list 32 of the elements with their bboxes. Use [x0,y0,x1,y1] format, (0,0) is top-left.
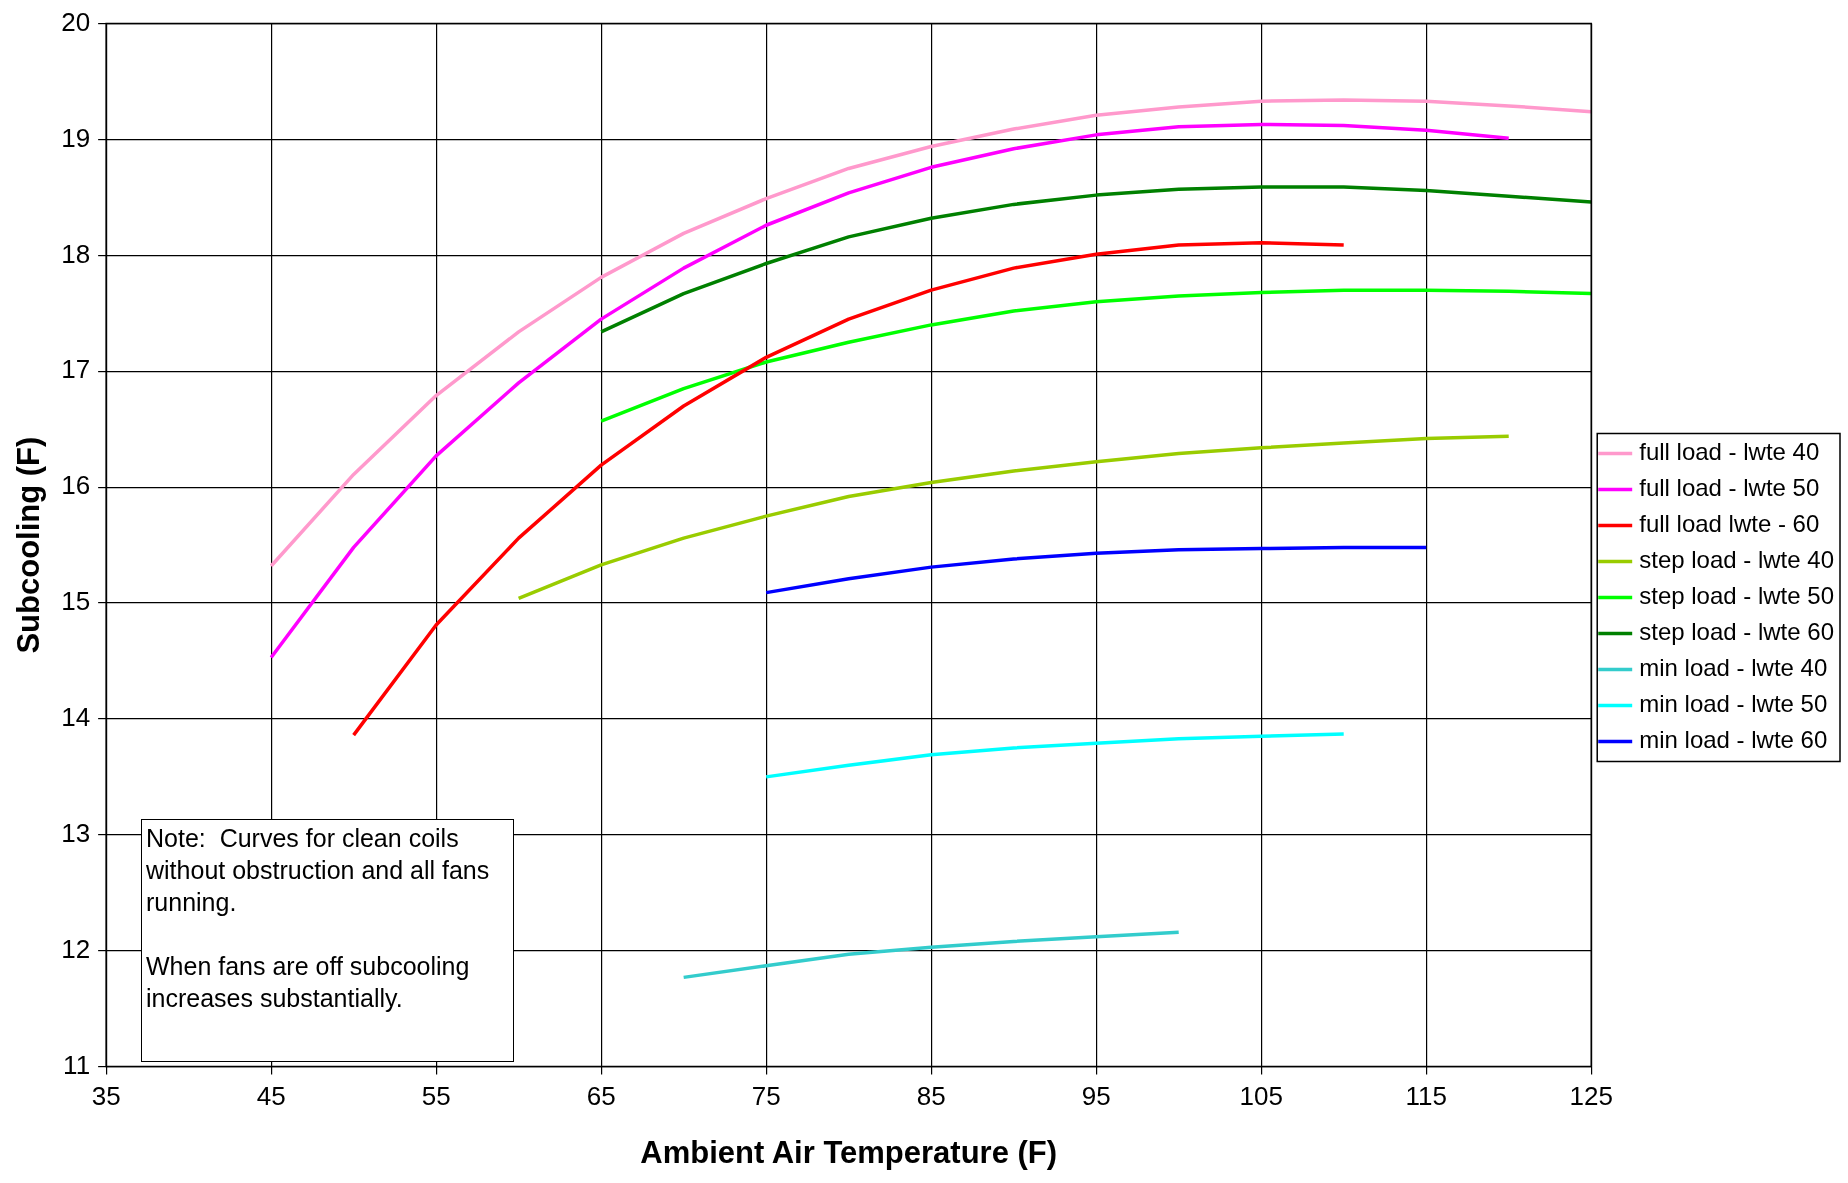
legend-label: step load - lwte 50 [1639,582,1834,610]
y-tick-label: 13 [61,817,91,848]
legend-label: step load - lwte 40 [1639,546,1834,574]
x-tick-label: 85 [916,1081,946,1112]
x-tick-label: 65 [586,1081,616,1112]
x-tick-label: 105 [1239,1081,1283,1112]
legend-label: full load lwte - 60 [1639,510,1820,538]
y-tick-label: 15 [61,586,91,617]
x-tick-label: 125 [1569,1081,1613,1112]
y-tick-label: 12 [61,933,91,964]
y-tick-label: 14 [61,702,91,733]
legend-label: step load - lwte 60 [1639,618,1834,646]
x-axis-title: Ambient Air Temperature (F) [640,1134,1058,1170]
legend-label: full load - lwte 40 [1639,438,1820,466]
y-tick-label: 17 [61,354,91,385]
legend-label: min load - lwte 60 [1639,726,1828,754]
text: Note: Curves for clean coils without obstruction and all fans running. When fans are off subcooling increases substantially. [146,824,490,1013]
x-tick-label: 45 [256,1081,286,1112]
y-tick-label: 20 [61,6,91,37]
y-tick-label: 11 [63,1049,91,1080]
x-tick-label: 115 [1405,1081,1447,1112]
x-tick-label: 35 [91,1081,121,1112]
x-tick-label: 75 [751,1081,781,1112]
y-tick-label: 19 [61,122,91,153]
y-axis-title: Subcooling (F) [11,436,47,654]
x-tick-label: 55 [421,1081,451,1112]
x-tick-label: 95 [1081,1081,1111,1112]
legend-label: full load - lwte 50 [1639,474,1820,502]
y-tick-label: 18 [61,238,91,269]
legend-label: min load - lwte 50 [1639,690,1828,718]
legend-label: min load - lwte 40 [1639,654,1828,682]
y-tick-label: 16 [61,470,91,501]
